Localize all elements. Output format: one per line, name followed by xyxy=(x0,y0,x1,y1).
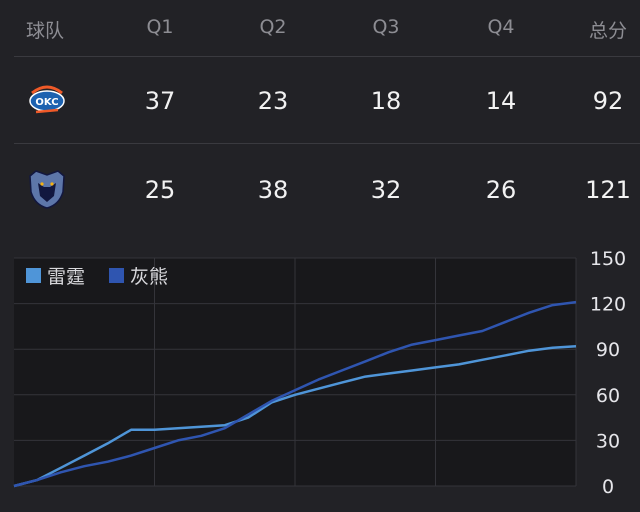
series-line-grizzlies xyxy=(13,300,577,488)
chart-legend: 雷霆 灰熊 xyxy=(26,262,192,289)
grizzlies-total: 121 xyxy=(585,176,631,204)
series-line-thunder xyxy=(13,344,577,488)
header-q4: Q4 xyxy=(487,16,515,38)
legend-item-thunder: 雷霆 xyxy=(26,262,85,289)
header-q3: Q3 xyxy=(372,16,400,38)
y-tick-label: 150 xyxy=(590,248,626,270)
legend-label-thunder: 雷霆 xyxy=(47,266,86,288)
legend-item-grizzlies: 灰熊 xyxy=(109,262,168,289)
y-tick-label: 90 xyxy=(596,339,620,361)
y-tick-label: 60 xyxy=(596,385,620,407)
legend-swatch-thunder xyxy=(26,268,41,283)
row-divider xyxy=(14,143,640,144)
thunder-total: 92 xyxy=(592,87,624,115)
thunder-q3: 18 xyxy=(370,87,402,115)
grizzlies-logo-icon xyxy=(26,168,68,210)
header-q2: Q2 xyxy=(259,16,287,38)
thunder-logo-icon: OKC xyxy=(26,79,68,121)
grizzlies-q3: 32 xyxy=(370,176,402,204)
legend-swatch-grizzlies xyxy=(109,268,125,283)
header-team: 球队 xyxy=(26,20,65,42)
header-row: 球队 Q1 Q2 Q3 Q4 总分 xyxy=(0,0,640,58)
y-tick-label: 0 xyxy=(602,476,614,498)
legend-label-grizzlies: 灰熊 xyxy=(130,266,169,288)
grizzlies-q2: 38 xyxy=(257,176,289,204)
row-divider xyxy=(14,56,640,57)
header-q1: Q1 xyxy=(146,16,174,38)
team-row-grizzlies[interactable]: 25 38 32 26 121 xyxy=(0,144,640,232)
thunder-q2: 23 xyxy=(257,87,289,115)
y-tick-label: 120 xyxy=(590,294,626,316)
grizzlies-q1: 25 xyxy=(144,176,176,204)
grizzlies-q4: 26 xyxy=(485,176,517,204)
score-progression-chart: 150 120 90 60 30 0 雷霆 灰熊 xyxy=(0,232,640,512)
thunder-q1: 37 xyxy=(144,87,176,115)
scoreboard-table: 球队 Q1 Q2 Q3 Q4 总分 OKC 37 23 18 14 92 xyxy=(0,0,640,232)
y-tick-label: 30 xyxy=(596,430,620,452)
thunder-q4: 14 xyxy=(485,87,517,115)
header-total: 总分 xyxy=(588,20,627,42)
svg-text:OKC: OKC xyxy=(35,97,58,108)
chart-canvas: 150 120 90 60 30 0 xyxy=(13,248,626,498)
team-row-thunder[interactable]: OKC 37 23 18 14 92 xyxy=(0,57,640,143)
